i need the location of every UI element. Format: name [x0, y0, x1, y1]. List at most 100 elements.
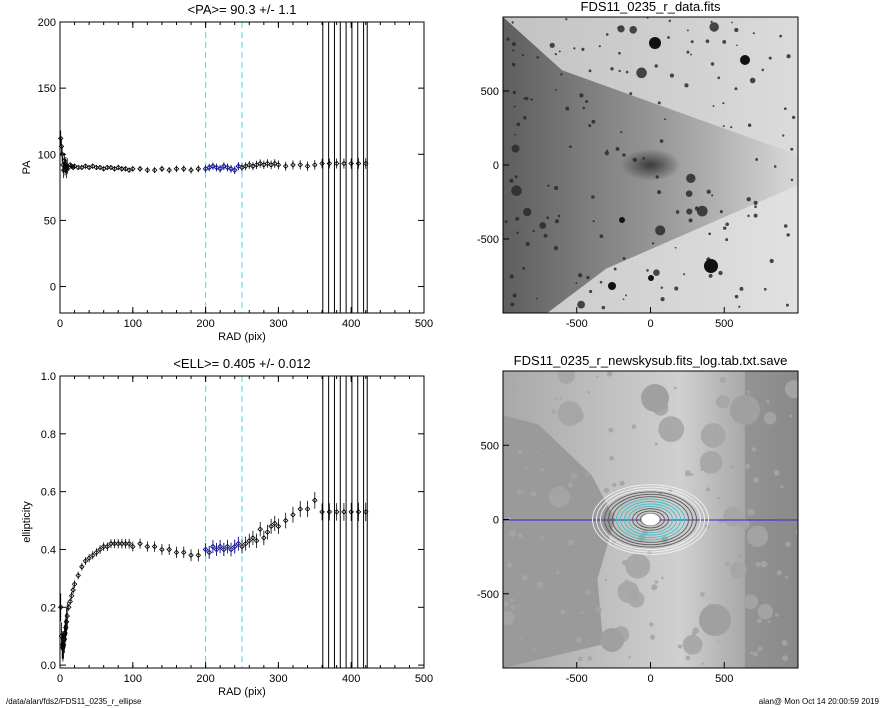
data-point — [355, 160, 362, 167]
star — [669, 73, 674, 78]
star-mask — [536, 581, 544, 589]
x-tick-label: 0 — [57, 318, 63, 330]
data-point — [195, 552, 202, 559]
star-mask — [750, 651, 754, 655]
masked-region — [503, 415, 616, 668]
star — [509, 178, 514, 183]
axes-frame — [59, 21, 425, 314]
star-mask — [746, 525, 769, 547]
star — [653, 269, 660, 276]
data-point — [228, 546, 234, 553]
star — [514, 175, 518, 179]
data-point — [235, 540, 242, 547]
bright-region — [547, 185, 798, 313]
series-fit-range — [202, 536, 242, 559]
profile-panel-pa: 0 100 200 300 400 500 0 50 100 150 200 <PA>= 90.3 +… — [21, 2, 433, 343]
star-mask — [628, 656, 631, 659]
star — [617, 26, 620, 29]
star — [565, 18, 568, 21]
star-mask — [690, 473, 694, 476]
star-mask — [509, 529, 516, 537]
x-tick-label: 500 — [415, 318, 433, 330]
data-point — [166, 546, 172, 553]
image-panel-img2: -500 0 500 -500 0 500 FDS11_0235_r_newskysub.f… — [477, 353, 799, 685]
star-mask — [719, 376, 726, 384]
data-point — [71, 581, 78, 587]
star — [512, 49, 515, 52]
star — [730, 126, 733, 129]
star — [615, 147, 620, 151]
bright-star — [740, 55, 750, 65]
star — [591, 195, 595, 199]
data-point — [224, 543, 231, 550]
star-mask — [609, 455, 615, 461]
data-point — [111, 540, 118, 547]
isophote-ellipse — [612, 496, 689, 543]
data-point — [115, 540, 122, 547]
star — [514, 133, 517, 136]
star-mask — [654, 442, 658, 446]
x-tick-label: 100 — [124, 673, 142, 685]
star — [511, 62, 516, 67]
star — [629, 25, 638, 34]
star — [738, 305, 741, 308]
star — [522, 266, 526, 270]
star — [708, 273, 713, 278]
data-point — [86, 555, 92, 561]
star-mask — [554, 397, 558, 400]
star — [636, 67, 647, 79]
data-point — [326, 509, 333, 515]
star — [752, 32, 755, 35]
star-mask — [730, 562, 747, 579]
data-point — [282, 163, 289, 169]
star-mask — [773, 470, 780, 476]
star-mask — [600, 628, 624, 652]
image-content — [503, 17, 798, 313]
star-mask — [746, 390, 751, 394]
data-point — [282, 517, 289, 524]
star — [747, 123, 752, 127]
data-point — [75, 164, 81, 171]
data-point — [63, 624, 69, 631]
star — [755, 158, 759, 161]
data-point — [297, 162, 304, 168]
star — [747, 214, 750, 218]
star — [790, 147, 794, 151]
data-point — [151, 167, 158, 173]
star-mask — [781, 640, 788, 646]
data-point — [355, 509, 362, 515]
y-tick-label: 50 — [44, 215, 56, 227]
star-mask — [780, 485, 784, 489]
profile-panel-ell: 0 100 200 300 400 500 0.0 0.2 0.4 0.6 0.8 1.0 <ELL>=… — [21, 356, 433, 698]
data-point — [93, 549, 100, 556]
data-point — [173, 549, 180, 556]
star — [674, 246, 677, 249]
star-mask — [766, 399, 770, 404]
data-point — [362, 160, 369, 167]
data-point — [63, 618, 70, 625]
image-content — [503, 371, 798, 668]
star-mask — [789, 414, 793, 418]
star — [749, 77, 756, 84]
data-point — [188, 552, 194, 559]
star — [791, 115, 796, 119]
star-mask — [738, 554, 743, 559]
star — [554, 219, 559, 224]
star — [660, 297, 665, 302]
star-mask — [517, 533, 523, 538]
star — [790, 178, 794, 182]
star-mask — [587, 391, 591, 394]
star — [660, 286, 664, 289]
star — [722, 125, 725, 128]
data-point — [312, 497, 318, 504]
star — [588, 69, 592, 73]
star — [664, 118, 666, 121]
star — [565, 106, 570, 111]
star — [709, 22, 719, 32]
data-point — [213, 546, 220, 553]
data-point — [65, 604, 72, 611]
data-point — [82, 558, 89, 564]
data-point — [126, 540, 132, 547]
star — [642, 156, 646, 160]
data-point — [261, 535, 267, 541]
